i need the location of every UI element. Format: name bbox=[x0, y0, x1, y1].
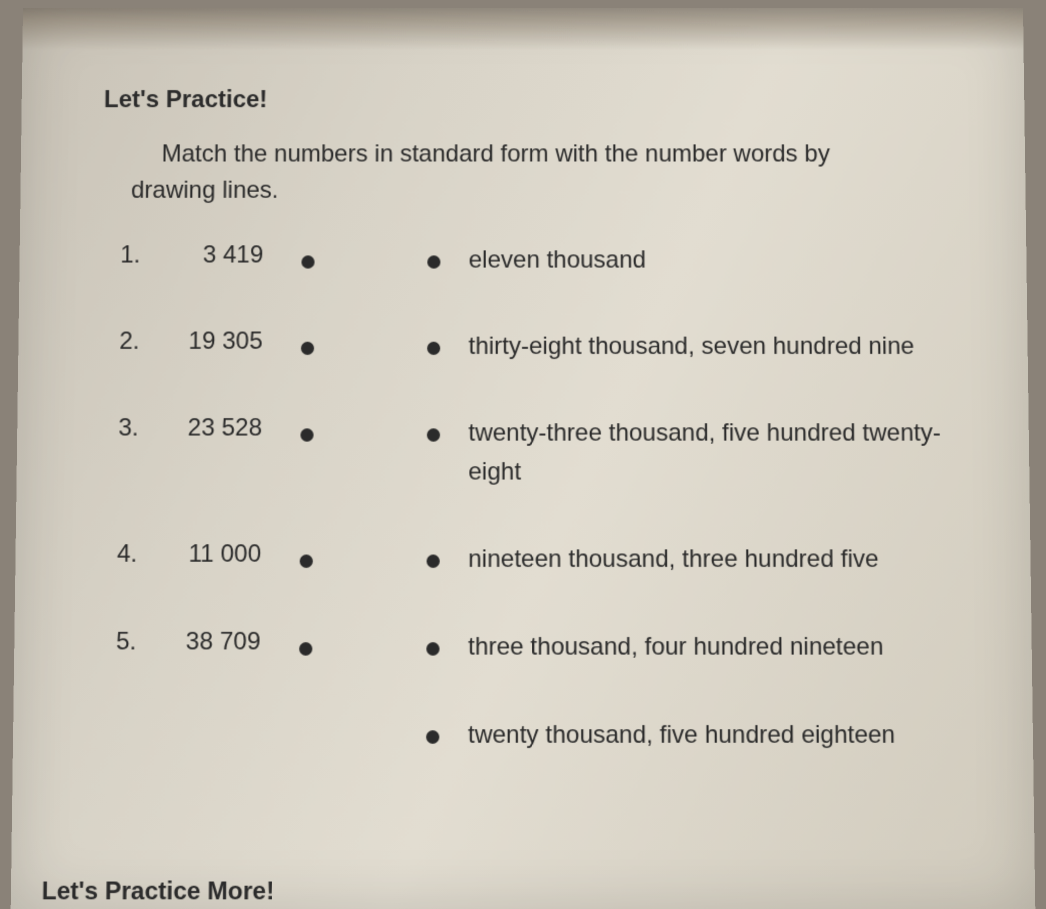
dot-icon bbox=[426, 642, 439, 655]
match-row: 4. 11 000 nineteen thousand, three hundr… bbox=[98, 540, 980, 578]
match-row: 5. 38 709 three thousand, four hundred n… bbox=[97, 628, 981, 666]
right-connector[interactable] bbox=[347, 414, 468, 449]
number-word: nineteen thousand, three hundred five bbox=[468, 540, 980, 578]
match-row: 3. 23 528 twenty-three thousand, five hu… bbox=[99, 414, 978, 490]
number-standard-form: 19 305 bbox=[145, 328, 266, 356]
dot-icon bbox=[427, 342, 440, 355]
left-connector[interactable] bbox=[267, 241, 348, 275]
match-row: 1. 3 419 eleven thousand bbox=[102, 241, 976, 279]
worksheet-page: Let's Practice! Match the numbers in sta… bbox=[11, 8, 1036, 909]
right-connector[interactable] bbox=[346, 540, 468, 575]
instruction-line-1: Match the numbers in standard form with … bbox=[131, 136, 975, 172]
number-word: three thousand, four hundred nineteen bbox=[468, 628, 981, 666]
right-connector[interactable] bbox=[346, 628, 468, 663]
number-standard-form: 23 528 bbox=[145, 414, 267, 443]
dot-icon bbox=[427, 255, 440, 268]
match-row: twenty thousand, five hundred eighteen bbox=[96, 716, 982, 755]
number-word: twenty thousand, five hundred eighteen bbox=[468, 716, 982, 755]
row-index: 4. bbox=[99, 540, 144, 569]
match-row: 2. 19 305 thirty-eight thousand, seven h… bbox=[101, 328, 977, 366]
dot-icon bbox=[300, 342, 313, 355]
dot-icon bbox=[299, 642, 312, 655]
section-title: Let's Practice! bbox=[104, 86, 975, 114]
left-connector[interactable] bbox=[265, 540, 346, 575]
row-index: 5. bbox=[98, 628, 143, 657]
left-connector-empty bbox=[264, 716, 346, 722]
dot-icon bbox=[300, 429, 313, 442]
dot-icon bbox=[427, 429, 440, 442]
page-shadow-top bbox=[22, 8, 1023, 50]
left-connector[interactable] bbox=[264, 628, 346, 663]
number-standard-form: 3 419 bbox=[146, 241, 267, 269]
number-standard-form: 38 709 bbox=[142, 628, 264, 657]
number-word: twenty-three thousand, five hundred twen… bbox=[468, 414, 979, 490]
number-standard-form: 11 000 bbox=[143, 540, 265, 569]
row-index: 2. bbox=[101, 328, 146, 356]
dot-icon bbox=[427, 554, 440, 567]
right-connector[interactable] bbox=[348, 241, 469, 275]
dot-icon bbox=[301, 255, 314, 268]
row-index: 3. bbox=[100, 414, 145, 443]
right-connector[interactable] bbox=[347, 328, 468, 363]
dot-icon bbox=[426, 730, 439, 744]
left-connector[interactable] bbox=[266, 414, 347, 449]
dot-icon bbox=[299, 554, 312, 567]
footer-title: Let's Practice More! bbox=[41, 877, 274, 906]
row-index: 1. bbox=[102, 241, 147, 269]
right-connector[interactable] bbox=[345, 716, 467, 751]
instruction-text: Match the numbers in standard form with … bbox=[103, 136, 976, 209]
instruction-line-2: drawing lines. bbox=[131, 173, 976, 209]
left-connector[interactable] bbox=[267, 328, 348, 363]
number-word: eleven thousand bbox=[469, 241, 977, 279]
match-rows: 1. 3 419 eleven thousand 2. 19 305 thirt… bbox=[96, 241, 982, 754]
number-word: thirty-eight thousand, seven hundred nin… bbox=[468, 328, 977, 366]
